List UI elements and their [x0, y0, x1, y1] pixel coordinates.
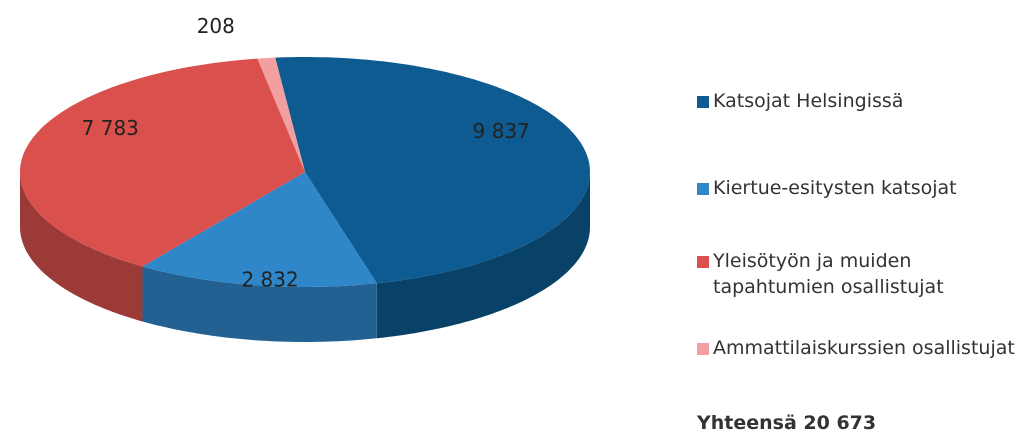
pie-side	[20, 172, 143, 322]
total-label: Yhteensä 20 673	[697, 412, 877, 434]
legend-label: Ammattilaiskurssien osallistujat	[713, 337, 1015, 359]
data-label: 9 837	[473, 119, 530, 143]
legend-swatch	[697, 96, 709, 108]
chart: 9 837 2 832 7 783 208	[20, 14, 590, 342]
legend-item: Katsojat Helsingissä	[697, 88, 1024, 114]
data-label: 2 832	[241, 267, 298, 291]
legend-label: Kiertue-esitysten katsojat	[713, 177, 957, 199]
legend-item: Kiertue-esitysten katsojat	[697, 175, 1024, 201]
legend-label: Yleisötyön ja muiden tapahtumien osallis…	[713, 250, 944, 298]
pie-side	[142, 266, 377, 342]
legend-swatch	[697, 256, 709, 268]
pie-side	[376, 172, 590, 339]
legend-label: Katsojat Helsingissä	[713, 90, 904, 112]
legend-item: Yleisötyön ja muiden tapahtumien osallis…	[697, 248, 1024, 300]
legend-item: Ammattilaiskurssien osallistujat	[697, 335, 1024, 361]
legend-swatch	[697, 183, 709, 195]
legend-swatch	[697, 343, 709, 355]
pie-slice	[142, 172, 377, 287]
pie-slice	[275, 57, 590, 284]
pie-slice	[257, 57, 305, 172]
pie-slice	[20, 58, 305, 267]
data-label: 7 783	[82, 116, 139, 140]
data-label: 208	[197, 14, 235, 38]
